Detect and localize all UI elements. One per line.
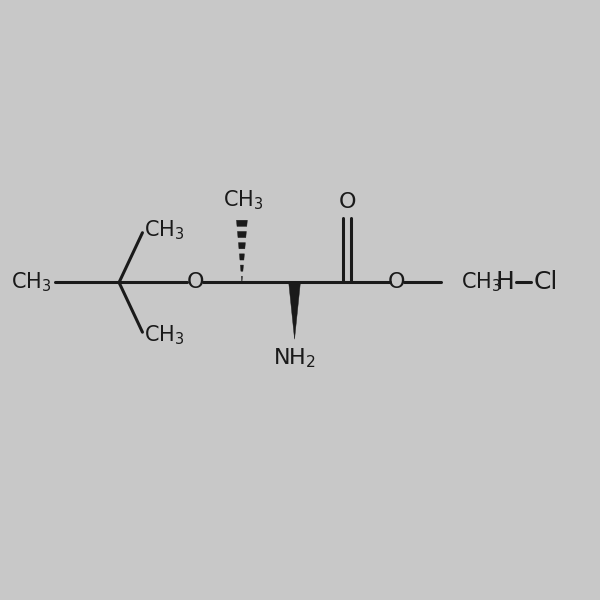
Text: CH$_3$: CH$_3$ — [143, 323, 184, 347]
Text: O: O — [338, 192, 356, 212]
Polygon shape — [289, 283, 301, 339]
Text: CH$_3$: CH$_3$ — [223, 189, 263, 212]
Text: CH$_3$: CH$_3$ — [143, 218, 184, 242]
Polygon shape — [238, 242, 245, 249]
Text: CH$_3$: CH$_3$ — [461, 271, 502, 294]
Polygon shape — [241, 265, 244, 271]
Polygon shape — [239, 254, 244, 260]
Polygon shape — [238, 232, 247, 238]
Polygon shape — [241, 276, 242, 283]
Text: CH$_3$: CH$_3$ — [11, 271, 52, 294]
Text: Cl: Cl — [534, 271, 558, 295]
Text: H: H — [496, 271, 515, 295]
Text: O: O — [388, 272, 406, 292]
Polygon shape — [236, 220, 247, 226]
Text: O: O — [187, 272, 204, 292]
Text: NH$_2$: NH$_2$ — [273, 347, 316, 370]
